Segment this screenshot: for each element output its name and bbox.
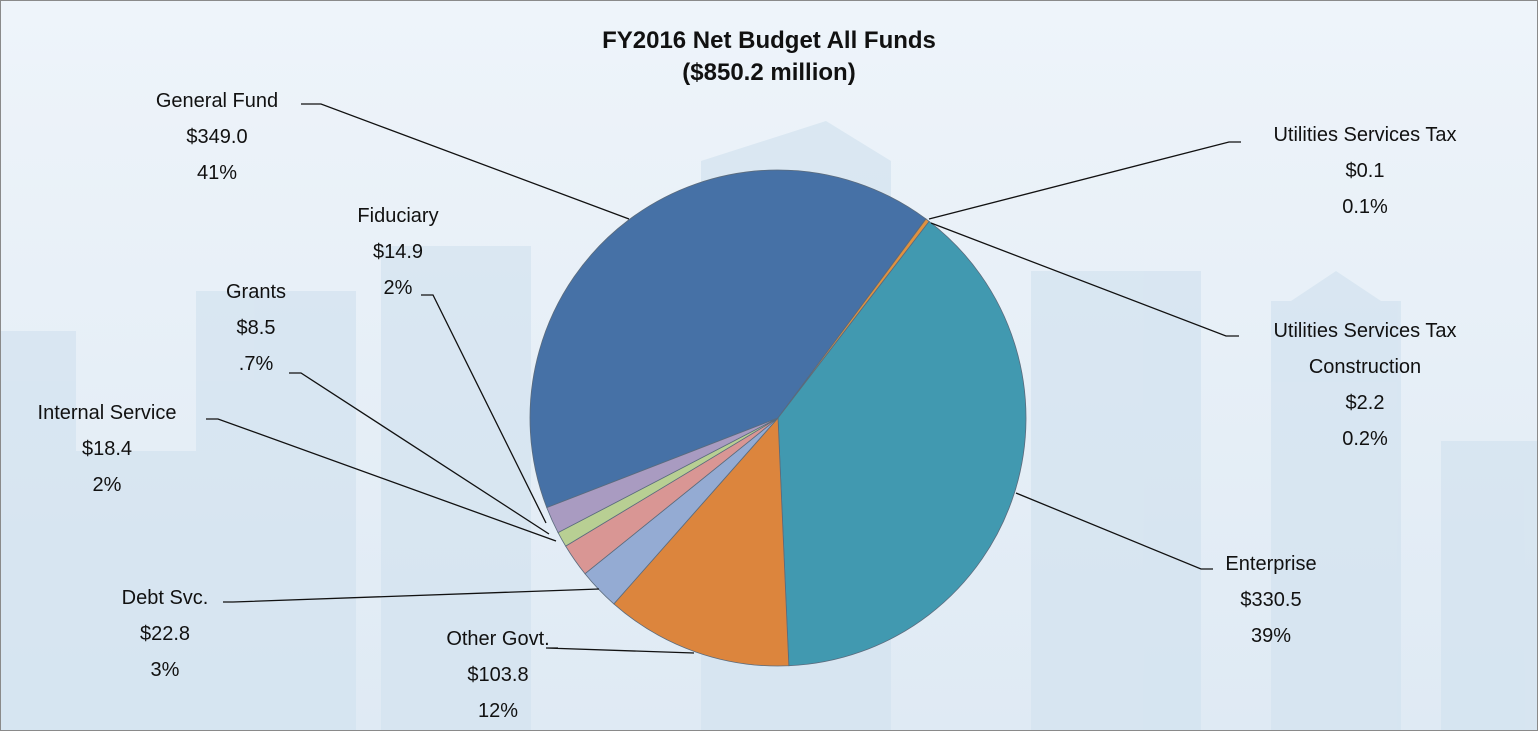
chart-title: FY2016 Net Budget All Funds bbox=[602, 27, 936, 54]
label-percent: 0.1% bbox=[1342, 196, 1388, 218]
label-name: Internal Service bbox=[37, 402, 177, 424]
label-name: Grants bbox=[225, 281, 287, 303]
label-percent: 39% bbox=[1250, 625, 1292, 647]
data-label: Fiduciary $14.9 2% bbox=[357, 198, 438, 306]
label-name: Debt Svc. bbox=[121, 587, 209, 609]
pie-slice bbox=[546, 417, 779, 534]
label-name: Fiduciary bbox=[357, 205, 439, 227]
leader-line bbox=[206, 418, 557, 542]
label-value: $8.5 bbox=[236, 317, 276, 339]
leader-line bbox=[223, 588, 600, 603]
label-value: $22.8 bbox=[139, 623, 191, 645]
label-percent: 12% bbox=[477, 700, 519, 722]
pie-slice bbox=[777, 220, 1027, 667]
label-value: $103.8 bbox=[467, 664, 529, 686]
label-value: $2.2 bbox=[1345, 392, 1385, 414]
label-value: $0.1 bbox=[1345, 160, 1385, 182]
label-name: Utilities Services Tax Construction bbox=[1273, 320, 1457, 378]
pie bbox=[529, 169, 1027, 667]
label-percent: 0.2% bbox=[1342, 428, 1388, 450]
label-value: $349.0 bbox=[186, 126, 248, 148]
label-value: $330.5 bbox=[1240, 589, 1302, 611]
label-percent: 41% bbox=[196, 162, 238, 184]
data-label: General Fund $349.0 41% bbox=[156, 83, 278, 191]
leader-line bbox=[928, 141, 1241, 220]
data-label: Grants $8.5 .7% bbox=[226, 274, 286, 382]
label-percent: 2% bbox=[92, 474, 122, 496]
data-label: Debt Svc. $22.8 3% bbox=[122, 580, 209, 688]
label-name: Other Govt. bbox=[446, 628, 550, 650]
label-name: General Fund bbox=[155, 90, 279, 112]
leader-line bbox=[289, 372, 550, 535]
leader-line bbox=[1015, 492, 1213, 570]
label-percent: .7% bbox=[238, 353, 274, 375]
leader-line bbox=[930, 222, 1239, 337]
leader-lines bbox=[206, 103, 1241, 654]
data-label: Utilities Services Tax Construction $2.2 0… bbox=[1245, 313, 1485, 457]
data-label: Other Govt. $103.8 12% bbox=[446, 621, 549, 729]
data-label: Internal Service $18.4 2% bbox=[38, 395, 177, 503]
leader-line bbox=[545, 647, 695, 654]
pie-slice bbox=[613, 416, 790, 667]
pie-slice bbox=[529, 169, 927, 509]
leader-line bbox=[421, 294, 547, 524]
label-name: Enterprise bbox=[1225, 553, 1317, 575]
data-label: Enterprise $330.5 39% bbox=[1225, 546, 1316, 654]
label-name: Utilities Services Tax bbox=[1273, 124, 1457, 146]
label-value: $18.4 bbox=[81, 438, 133, 460]
label-percent: 3% bbox=[150, 659, 180, 681]
data-label: Utilities Services Tax $0.1 0.1% bbox=[1273, 117, 1456, 225]
chart-subtitle: ($850.2 million) bbox=[682, 59, 856, 86]
label-value: $14.9 bbox=[372, 241, 424, 263]
label-percent: 2% bbox=[383, 277, 413, 299]
leader-line bbox=[301, 103, 630, 220]
